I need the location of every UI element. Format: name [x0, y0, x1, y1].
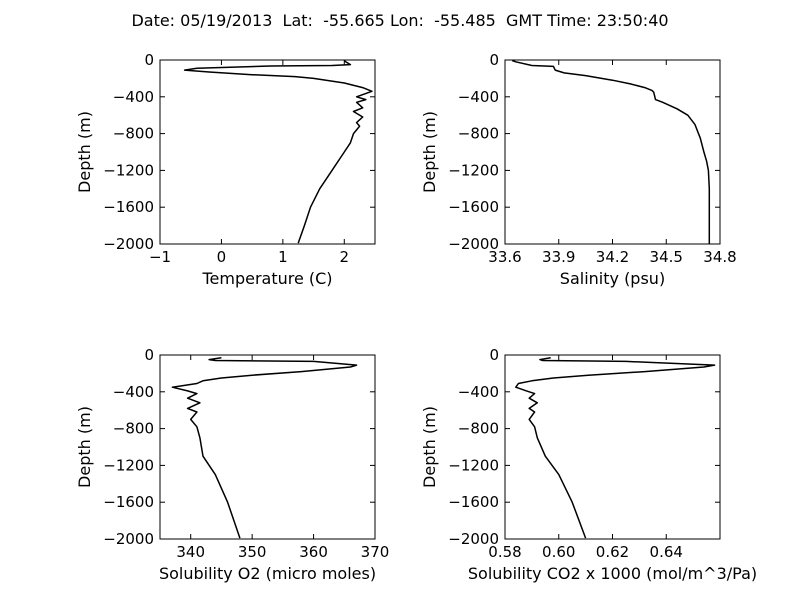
y-tick-label: −1200: [448, 456, 499, 474]
y-tick-label: 0: [489, 346, 499, 364]
plot-frame: [504, 59, 721, 245]
y-tick-label: −1600: [103, 493, 154, 511]
panel-co2-solubility: 0.58 0.60 0.62 0.64 0 −400 −800 −1200 −1600 −2000…: [420, 346, 757, 583]
y-tick-label: −400: [113, 88, 154, 106]
y-tick-label: −400: [458, 88, 499, 106]
x-tick-label: −1: [149, 248, 171, 266]
panel-temperature: −1 0 1 2 0 −400 −800 −1200 −1600 −2000 Temperature…: [75, 51, 376, 288]
x-tick-label: 360: [299, 543, 328, 561]
x-tick-label: 34.2: [596, 248, 629, 266]
y-tick-label: −2000: [448, 235, 499, 253]
x-axis-label: Solubility O2 (micro moles): [159, 564, 376, 583]
x-tick-label: 1: [278, 248, 288, 266]
co2-solubility-profile-line: [515, 357, 716, 539]
y-tick-label: −1200: [103, 456, 154, 474]
y-tick-label: −1600: [103, 198, 154, 216]
x-tick-label: 370: [361, 543, 390, 561]
x-tick-label: 2: [340, 248, 350, 266]
y-tick-label: −1200: [448, 161, 499, 179]
plot-frame: [159, 354, 376, 540]
x-tick-label: 0.64: [650, 543, 683, 561]
x-tick-label: 34.5: [650, 248, 683, 266]
plot-frame: [504, 354, 721, 540]
x-tick-label: 0: [217, 248, 227, 266]
x-axis-label: Temperature (C): [201, 269, 332, 288]
y-tick-label: −1600: [448, 493, 499, 511]
y-axis-label: Depth (m): [420, 406, 439, 488]
y-tick-label: −2000: [103, 530, 154, 548]
y-tick-label: −2000: [103, 235, 154, 253]
y-axis-label: Depth (m): [420, 111, 439, 193]
y-tick-label: −800: [113, 420, 154, 438]
o2-solubility-profile-line: [171, 357, 358, 539]
y-tick-label: −2000: [448, 530, 499, 548]
y-tick-label: −800: [458, 125, 499, 143]
x-tick-label: 0.60: [542, 543, 575, 561]
plot-frame: [159, 59, 376, 245]
y-tick-label: −800: [113, 125, 154, 143]
y-tick-label: 0: [489, 51, 499, 69]
x-tick-label: 34.8: [703, 248, 736, 266]
y-axis-label: Depth (m): [75, 111, 94, 193]
x-tick-label: 0.62: [596, 543, 629, 561]
x-tick-label: 340: [176, 543, 205, 561]
y-tick-label: −1600: [448, 198, 499, 216]
salinity-profile-line: [511, 59, 711, 244]
panel-o2-solubility: 340 350 360 370 0 −400 −800 −1200 −1600 −2000 Solu…: [75, 346, 389, 583]
temperature-profile-line: [183, 60, 373, 244]
y-tick-label: 0: [144, 51, 154, 69]
y-tick-label: −400: [113, 383, 154, 401]
x-axis-label: Salinity (psu): [560, 269, 665, 288]
y-tick-label: −800: [458, 420, 499, 438]
x-tick-label: 0.58: [488, 543, 521, 561]
x-axis-label: Solubility CO2 x 1000 (mol/m^3/Pa): [468, 564, 757, 583]
y-tick-label: 0: [144, 346, 154, 364]
y-axis-label: Depth (m): [75, 406, 94, 488]
y-tick-label: −1200: [103, 161, 154, 179]
figure-title: Date: 05/19/2013 Lat: -55.665 Lon: -55.4…: [131, 11, 668, 30]
x-tick-label: 33.6: [488, 248, 521, 266]
panel-salinity: 33.6 33.9 34.2 34.5 34.8 0 −400 −800 −1200 −1600 −…: [420, 51, 737, 288]
y-tick-label: −400: [458, 383, 499, 401]
x-tick-label: 33.9: [542, 248, 575, 266]
x-tick-label: 350: [238, 543, 267, 561]
